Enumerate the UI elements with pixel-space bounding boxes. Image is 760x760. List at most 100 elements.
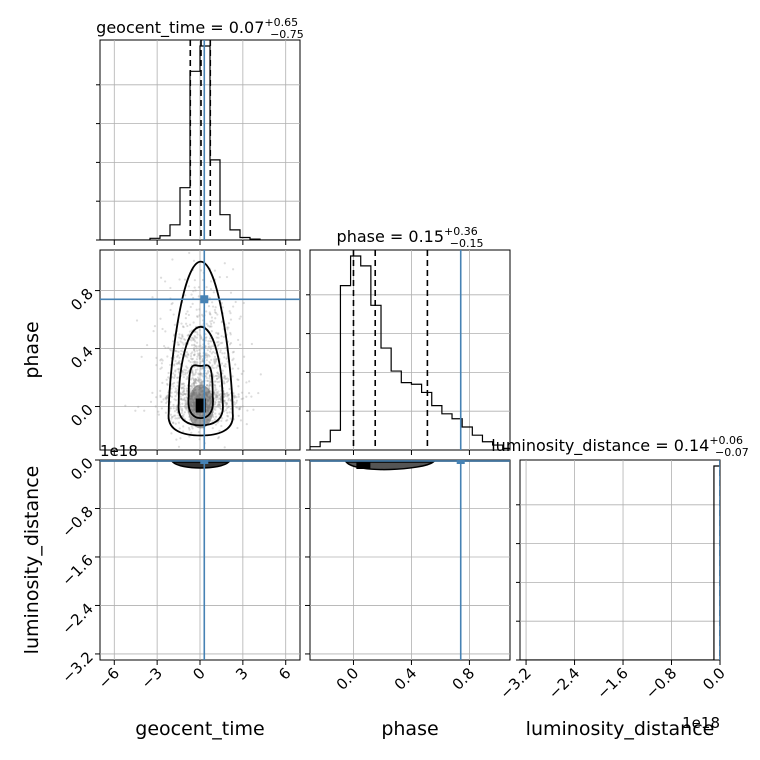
panel-phase-vs-geocent-time-sample [184,393,188,396]
panel-phase-vs-geocent-time-sample [227,379,230,383]
panel-phase-vs-geocent-time-sample [225,419,228,422]
title-luminosity-distance-minus: −0.07 [715,446,749,459]
panel-phase-vs-geocent-time-sample [188,428,191,431]
panel-phase-vs-geocent-time-sample [210,325,213,328]
panel-phase-vs-geocent-time-sample [185,408,188,411]
panel-phase-vs-geocent-time-sample [200,380,204,383]
panel-phase-vs-geocent-time-sample [189,387,192,391]
panel-phase-vs-geocent-time-sample [218,397,222,400]
panel-phase-vs-geocent-time-sample [186,352,190,356]
panel-phase-vs-geocent-time-sample [205,376,208,380]
panel-phase-vs-geocent-time-sample [191,371,194,374]
panel-phase-vs-geocent-time-sample [171,372,175,375]
panel-phase-vs-geocent-time-sample [175,406,179,409]
panel-phase-vs-geocent-time-sample [189,361,192,364]
panel-phase-vs-geocent-time-sample [221,341,224,344]
panel-phase-vs-geocent-time-sample [216,396,219,399]
panel-phase-vs-geocent-time-sample [174,359,177,363]
panel-phase-vs-geocent-time-sample [211,427,214,430]
panel-phase-vs-geocent-time-sample [214,412,217,415]
panel-phase-vs-geocent-time-sample [165,378,168,381]
panel-phase-vs-geocent-time-sample [200,347,203,350]
panel-phase-vs-geocent-time-sample [182,370,185,374]
panel-phase-vs-geocent-time-sample [189,305,192,309]
panel-phase-vs-geocent-time-sample [196,368,199,371]
panel-phase-vs-geocent-time-sample [196,376,200,379]
panel-phase-vs-geocent-time-sample [178,427,181,430]
panel-phase-vs-geocent-time-sample [199,354,202,357]
panel-phase-vs-geocent-time-sample [183,392,186,395]
panel-phase-vs-geocent-time-sample [187,369,190,373]
panel-phase-vs-geocent-time-sample [171,415,174,418]
panel-phase-vs-geocent-time-sample [175,408,178,411]
panel-phase-vs-geocent-time-sample [216,313,219,316]
panel-phase-vs-geocent-time-sample [192,378,196,382]
panel-phase-vs-geocent-time-sample [170,415,174,419]
panel-phase-vs-geocent-time-sample [197,431,200,434]
panel-luminosity-distance-vs-geocent-time-yticklabel-1: −2.4 [58,600,96,638]
panel-phase-vs-geocent-time-sample [201,375,204,378]
panel-phase-vs-geocent-time-sample [219,351,222,354]
panel-phase-vs-geocent-time-sample [199,382,202,385]
panel-phase-vs-geocent-time-sample [179,393,182,396]
panel-phase-vs-geocent-time-sample [228,387,231,391]
panel-phase-vs-geocent-time-sample [180,407,183,410]
panel-phase-vs-geocent-time-sample [191,302,194,305]
panel-phase-vs-geocent-time-sample [176,393,179,396]
panel-phase-vs-geocent-time-sample [190,383,194,386]
panel-phase-vs-geocent-time-sample [220,335,223,338]
panel-phase-vs-geocent-time-sample [191,370,194,373]
panel-phase-vs-geocent-time-sample [186,392,189,395]
panel-phase-vs-geocent-time-sample [190,425,193,428]
panel-phase-vs-geocent-time-sample [194,345,197,348]
panel-phase-vs-geocent-time-sample [189,385,192,388]
panel-phase-vs-geocent-time-sample [204,366,207,369]
panel-phase-vs-geocent-time-sample [166,382,169,386]
panel-phase-vs-geocent-time-sample [193,343,196,346]
panel-phase-vs-geocent-time-sample [183,338,186,341]
panel-phase-vs-geocent-time-sample [190,371,193,374]
panel-phase-vs-geocent-time-sample [182,382,185,386]
panel-phase-vs-geocent-time-sample [192,321,195,324]
panel-phase-vs-geocent-time-sample [210,366,213,369]
panel-phase-vs-geocent-time-sample [227,322,231,325]
panel-phase-vs-geocent-time-sample [192,372,195,376]
panel-phase-vs-geocent-time-sample [220,301,223,305]
panel-phase-vs-geocent-time-sample [198,352,201,355]
panel-phase-vs-geocent-time-sample [187,426,191,430]
panel-phase-vs-geocent-time-sample [177,350,180,353]
panel-phase-vs-geocent-time-sample [182,398,185,401]
panel-phase-vs-geocent-time-sample [223,399,226,403]
panel-phase-vs-geocent-time-sample [181,325,185,328]
panel-phase-vs-geocent-time-sample [216,344,219,347]
panel-phase-vs-geocent-time-sample [182,373,185,376]
hist-phase-histogram [310,255,510,450]
panel-phase-vs-geocent-time-sample [210,352,213,355]
panel-phase-vs-geocent-time-sample [233,396,236,399]
panel-phase-vs-geocent-time-sample [205,352,208,355]
panel-phase-vs-geocent-time-sample [154,405,157,408]
panel-phase-vs-geocent-time-sample [219,401,222,404]
panel-phase-vs-geocent-time-sample [220,395,223,398]
panel-phase-vs-geocent-time-sample [214,423,218,426]
panel-phase-vs-geocent-time-sample [259,373,262,376]
panel-phase-vs-geocent-time-sample [193,373,196,377]
panel-phase-vs-geocent-time-sample [225,402,229,405]
panel-phase-vs-geocent-time-clip-group [100,250,300,450]
panel-phase-vs-geocent-time-sample [199,381,203,384]
panel-phase-vs-geocent-time-sample [207,354,210,357]
panel-phase-vs-geocent-time-contour-outer [167,260,234,437]
panel-phase-vs-geocent-time-sample [134,409,137,412]
panel-phase-vs-geocent-time-sample [213,311,217,314]
panel-phase-vs-geocent-time-sample [240,391,244,394]
panel-phase-vs-geocent-time-sample [192,377,195,381]
panel-phase-vs-geocent-time-sample [181,333,184,336]
panel-phase-vs-geocent-time-sample [228,310,231,313]
panel-phase-vs-geocent-time-sample [177,361,180,364]
panel-phase-vs-geocent-time-sample [195,345,198,348]
panel-phase-vs-geocent-time-sample [227,394,230,397]
panel-phase-vs-geocent-time-sample [214,406,217,409]
panel-phase-vs-geocent-time-sample [218,373,221,376]
panel-phase-vs-geocent-time-sample [173,410,177,413]
panel-phase-vs-geocent-time-sample [176,368,179,371]
